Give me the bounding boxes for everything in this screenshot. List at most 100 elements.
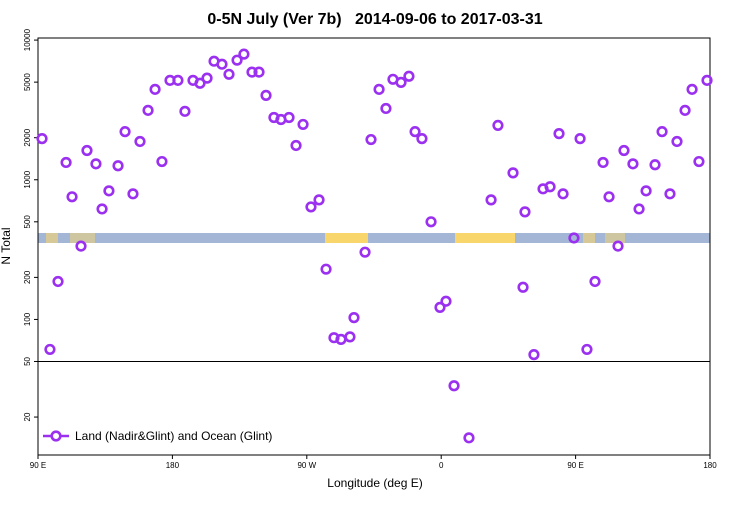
data-point [448,380,460,392]
land-ocean-strip [38,233,710,243]
data-point [75,240,87,252]
data-point [348,312,360,324]
data-point [507,167,519,179]
y-tick-label: 2000 [23,128,32,146]
legend-label: Land (Nadir&Glint) and Ocean (Glint) [75,429,272,443]
data-point [519,206,531,218]
data-point [589,275,601,288]
data-point [313,194,325,206]
data-point [134,135,146,148]
data-point [640,185,652,197]
data-point [66,191,78,203]
data-point [679,104,691,116]
data-point [612,240,624,252]
data-point [618,144,630,157]
data-point [528,349,540,361]
y-tick-label: 10000 [23,28,32,51]
data-point [581,343,593,356]
data-point [320,263,332,275]
data-point [81,144,93,157]
data-point [627,158,639,170]
data-point [335,333,347,345]
data-point [664,188,676,200]
y-tick-label: 200 [23,270,32,284]
data-point [253,66,265,78]
data-point [297,118,309,131]
y-tick-label: 20 [23,412,32,421]
data-point [127,188,139,200]
data-point [142,104,154,116]
data-point [119,126,131,138]
data-point [492,119,504,132]
data-point [671,135,683,148]
data-point [517,281,529,293]
data-point [568,232,580,244]
y-tick-label: 100 [23,312,32,326]
data-point [103,185,115,197]
data-point [246,66,258,78]
data-point [238,48,250,60]
data-point [649,159,661,171]
data-point [425,216,437,228]
data-point [112,160,124,172]
data-point [380,102,392,115]
y-tick-label: 5000 [23,73,32,91]
data-point [633,203,645,215]
x-axis-label: Longitude (deg E) [327,476,422,490]
data-point [305,201,317,213]
data-point [434,301,446,313]
data-point [44,343,56,356]
data-point [290,139,302,152]
data-point [36,133,48,145]
x-tick-label: 90 E [567,461,583,470]
data-point [686,83,698,95]
data-point [485,194,497,206]
data-point [149,83,161,95]
data-point [416,133,428,145]
x-tick-label: 90 E [30,461,46,470]
data-point [223,68,235,80]
data-point [283,111,295,124]
y-tick-label: 1000 [23,170,32,188]
data-point [395,76,407,88]
x-tick-label: 0 [439,461,444,470]
data-point [463,432,475,444]
x-tick-label: 180 [703,461,717,470]
data-point [179,105,191,117]
data-point [216,58,228,70]
data-point [90,158,102,170]
y-axis-label: N Total [0,227,13,264]
data-point [201,72,213,84]
data-point [52,275,64,288]
data-point [96,203,108,215]
data-point [194,77,206,89]
legend-marker [50,430,62,442]
y-tick-label: 500 [23,215,32,229]
data-point [260,89,272,101]
data-point [597,156,609,169]
data-point [359,246,371,258]
data-point [231,54,243,66]
chart-title: 0-5N July (Ver 7b) 2014-09-06 to 2017-03… [207,11,542,28]
data-point [440,295,452,307]
data-point [403,70,415,82]
data-point [701,74,713,86]
data-point [557,188,569,200]
data-point [365,133,377,146]
data-point [693,155,705,168]
x-tick-label: 90 W [297,461,316,470]
y-tick-label: 50 [23,356,32,365]
data-point [172,74,184,86]
data-point [344,331,356,343]
data-point [574,133,586,145]
data-point [409,126,421,138]
plot-frame [37,37,711,456]
x-tick-label: 180 [166,461,180,470]
data-point [553,128,565,140]
data-point [603,191,615,203]
data-point [544,181,556,193]
data-point [656,126,668,138]
data-point [373,83,385,95]
data-point [156,155,168,168]
